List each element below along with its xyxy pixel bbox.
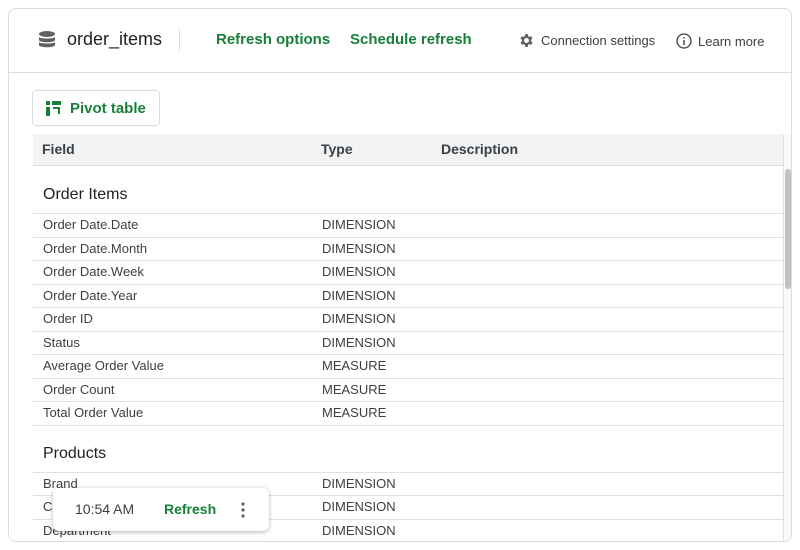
field-name: Order Date.Week [43,264,144,279]
field-type: DIMENSION [322,264,396,279]
header-divider [9,72,791,73]
connection-settings[interactable]: Connection settings [541,33,656,48]
row-divider [33,518,783,520]
group-title: Order Items [43,186,128,203]
field-name: Status [43,334,80,350]
row-divider [33,424,783,426]
row-divider [33,213,783,214]
schedule-refresh[interactable]: Schedule refresh [350,31,472,48]
field-name: Average Order Value [43,358,164,373]
group-title: Products [43,444,107,462]
scrollbar [783,134,791,541]
column-header: Type [321,141,353,157]
learn-more[interactable]: Learn more [698,34,765,49]
field-name: Order Count [43,381,115,397]
column-header: Description [441,141,519,157]
gear-icon [520,34,533,47]
toast-time: 10:54 AM [75,501,135,517]
row-divider [33,283,783,285]
row-divider [33,471,783,473]
table-body: Order Items Order Date.Date DIMENSION Order… [33,166,783,541]
field-type: DIMENSION [322,522,396,538]
column-header: Field [42,141,75,157]
field-type: MEASURE [322,405,387,420]
row-divider [33,236,783,238]
row-divider [33,260,783,261]
divider [179,29,180,51]
field-name: Order Date.Year [43,287,138,303]
pivot-table-button[interactable]: Pivot table [32,90,160,126]
field-name: Total Order Value [43,405,144,420]
pivot-icon [46,101,61,116]
field-name: Order Date.Date [43,217,139,232]
scroll-thumb[interactable] [785,169,791,289]
field-name: Order Date.Month [43,240,148,256]
database-icon [39,31,55,48]
field-type: DIMENSION [322,287,396,303]
field-type: DIMENSION [322,311,396,326]
field-type: DIMENSION [322,217,396,232]
row-divider [33,307,783,308]
dialog: order_items Refresh options Schedule ref… [8,8,792,542]
field-name: Order ID [43,311,93,326]
refresh-options[interactable]: Refresh options [216,31,331,48]
toast: 10:54 AM Refresh [53,488,269,531]
title: order_items [67,29,163,49]
info-icon [676,33,692,49]
field-type: MEASURE [322,381,387,397]
field-type: DIMENSION [322,334,396,350]
field-type: DIMENSION [322,475,396,491]
table-header: Field Type Description [33,134,783,166]
pivot-table-label: Pivot table [70,100,146,117]
field-type: MEASURE [322,358,387,373]
row-divider [33,495,783,496]
field-type: DIMENSION [322,499,396,514]
row-divider [33,377,783,379]
row-divider [33,354,783,355]
field-name: Brand [43,475,78,491]
toast-refresh[interactable]: Refresh [164,501,217,517]
field-type: DIMENSION [322,240,396,256]
more-icon[interactable] [241,501,245,519]
row-divider [33,330,783,332]
row-divider [33,401,783,402]
